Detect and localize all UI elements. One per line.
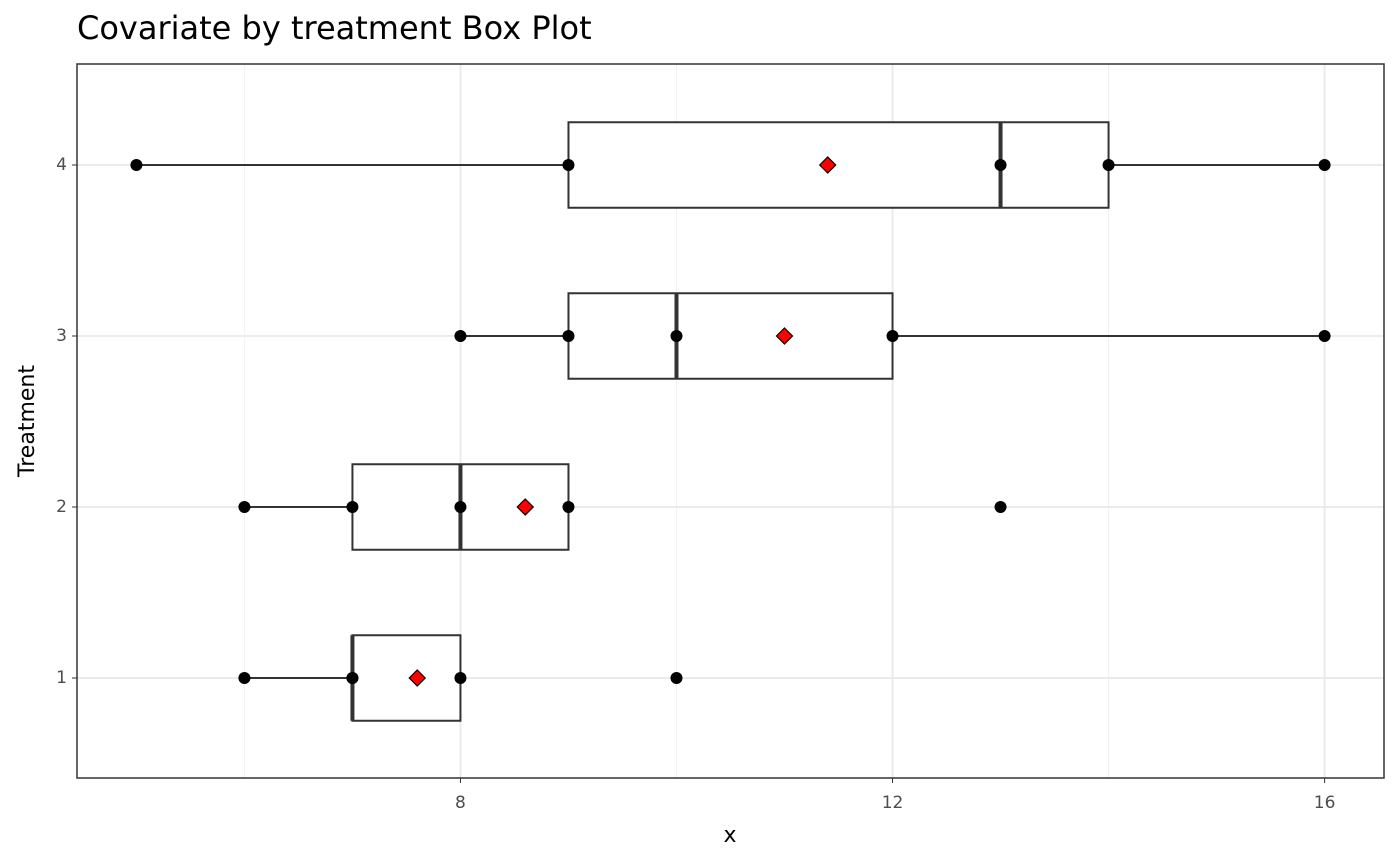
x-tick-label: 16 — [1314, 793, 1336, 813]
mean-marker — [516, 498, 535, 516]
data-point — [454, 330, 467, 342]
data-point — [994, 159, 1007, 171]
x-tick-label: 12 — [882, 793, 904, 813]
data-point — [670, 330, 683, 342]
box — [567, 121, 1110, 209]
data-point — [130, 159, 143, 171]
chart-title: Covariate by treatment Box Plot — [77, 9, 592, 47]
data-point — [1318, 159, 1331, 171]
mean-marker — [775, 327, 794, 345]
data-point — [346, 672, 359, 684]
mean-marker — [408, 669, 427, 687]
y-tick-label: 2 — [56, 497, 67, 517]
y-tick-label: 1 — [56, 668, 67, 688]
data-point — [562, 159, 575, 171]
data-point — [1318, 330, 1331, 342]
data-point — [238, 672, 251, 684]
y-axis-title: Treatment — [15, 365, 40, 478]
x-tick-label: 8 — [455, 793, 466, 813]
y-tick-label: 3 — [56, 326, 67, 346]
data-point — [238, 501, 251, 513]
box — [351, 634, 462, 722]
y-tick-label: 4 — [56, 155, 67, 175]
data-point — [886, 330, 899, 342]
data-point — [562, 501, 575, 513]
data-point — [670, 672, 683, 684]
data-point — [454, 672, 467, 684]
data-point — [562, 330, 575, 342]
panel-border — [76, 63, 1385, 779]
data-point — [994, 501, 1007, 513]
data-point — [1102, 159, 1115, 171]
mean-marker — [818, 156, 837, 174]
x-axis-title: x — [723, 823, 736, 848]
data-point — [454, 501, 467, 513]
data-point — [346, 501, 359, 513]
box — [567, 292, 894, 380]
